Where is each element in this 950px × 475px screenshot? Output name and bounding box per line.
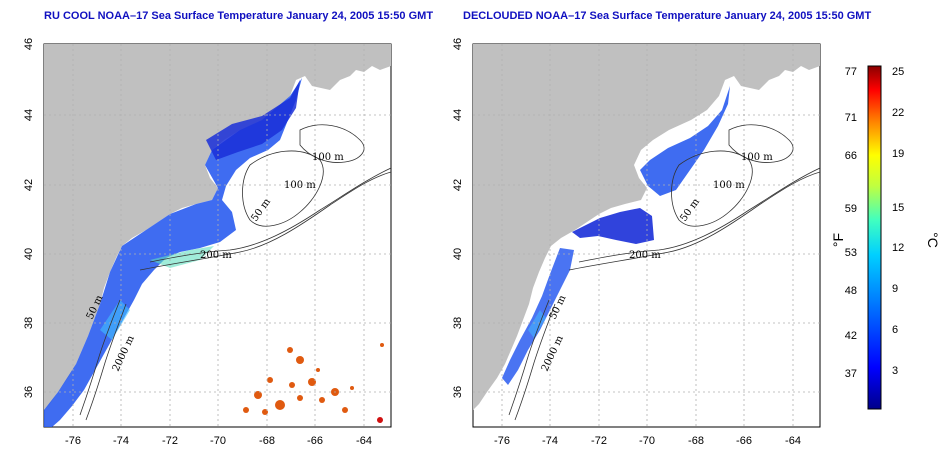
left-lat-44: 44 bbox=[23, 109, 35, 121]
right-lat-44: 44 bbox=[452, 109, 464, 121]
svg-text:37: 37 bbox=[845, 368, 857, 380]
svg-text:3: 3 bbox=[892, 365, 898, 377]
fahrenheit-unit-label: °F bbox=[830, 233, 846, 247]
left-lon-70: -70 bbox=[210, 435, 226, 447]
svg-text:9: 9 bbox=[892, 283, 898, 295]
right-map: 100 m 100 m 50 m 200 m 50 m 2000 m 46 44… bbox=[452, 38, 821, 447]
left-lat-40: 40 bbox=[23, 248, 35, 260]
left-lat-38: 38 bbox=[23, 317, 35, 329]
right-lon-70: -70 bbox=[639, 435, 655, 447]
svg-text:12: 12 bbox=[892, 242, 904, 254]
right-panel-title: DECLOUDED NOAA–17 Sea Surface Temperatur… bbox=[463, 10, 872, 22]
celsius-unit-label: °C bbox=[925, 232, 941, 248]
right-lat-ticks: 46 44 42 40 38 36 bbox=[452, 38, 464, 398]
right-lon-68: -68 bbox=[688, 435, 704, 447]
left-sst-coastal bbox=[44, 78, 302, 427]
left-lon-66: -66 bbox=[307, 435, 323, 447]
svg-text:25: 25 bbox=[892, 66, 904, 78]
left-contour-label-100a: 100 m bbox=[312, 152, 344, 163]
left-grid bbox=[44, 44, 391, 427]
left-contour-label-100b: 100 m bbox=[284, 180, 316, 191]
left-lat-ticks: 46 44 42 40 38 36 bbox=[23, 38, 35, 398]
right-lon-ticks: -76 -74 -72 -70 -68 -66 -64 bbox=[494, 435, 801, 447]
colorbar: 77 71 66 59 53 48 42 37 25 22 19 15 12 9… bbox=[830, 65, 941, 410]
right-grid bbox=[473, 44, 820, 427]
svg-text:59: 59 bbox=[845, 203, 857, 215]
right-lon-76: -76 bbox=[494, 435, 510, 447]
right-sst-north bbox=[640, 86, 730, 196]
right-lon-72: -72 bbox=[591, 435, 607, 447]
colorbar-celsius-ticks: 25 22 19 15 12 9 6 3 bbox=[892, 66, 904, 377]
right-sst-mid bbox=[572, 208, 654, 244]
colorbar-gradient bbox=[867, 65, 882, 410]
right-lat-40: 40 bbox=[452, 248, 464, 260]
left-lon-68: -68 bbox=[259, 435, 275, 447]
left-land bbox=[44, 44, 391, 410]
right-lat-36: 36 bbox=[452, 386, 464, 398]
right-contour-label-100a: 100 m bbox=[741, 152, 773, 163]
right-lon-64: -64 bbox=[785, 435, 801, 447]
right-lon-66: -66 bbox=[736, 435, 752, 447]
left-lon-64: -64 bbox=[356, 435, 372, 447]
svg-text:48: 48 bbox=[845, 285, 857, 297]
svg-text:19: 19 bbox=[892, 148, 904, 160]
right-contour-label-200: 200 m bbox=[629, 250, 661, 261]
right-contour-label-100b: 100 m bbox=[713, 180, 745, 191]
svg-text:22: 22 bbox=[892, 107, 904, 119]
left-lat-36: 36 bbox=[23, 386, 35, 398]
left-lat-46: 46 bbox=[23, 38, 35, 50]
left-contours bbox=[79, 124, 391, 421]
colorbar-fahrenheit-ticks: 77 71 66 59 53 48 42 37 bbox=[845, 66, 857, 380]
left-panel-title: RU COOL NOAA–17 Sea Surface Temperature … bbox=[44, 10, 434, 22]
left-lon-76: -76 bbox=[65, 435, 81, 447]
left-warm-pixels bbox=[243, 343, 384, 423]
left-lon-ticks: -76 -74 -72 -70 -68 -66 -64 bbox=[65, 435, 372, 447]
right-lat-46: 46 bbox=[452, 38, 464, 50]
left-lat-42: 42 bbox=[23, 179, 35, 191]
right-land bbox=[473, 44, 820, 410]
left-contour-label-200: 200 m bbox=[200, 250, 232, 261]
left-lon-74: -74 bbox=[113, 435, 129, 447]
right-lon-74: -74 bbox=[542, 435, 558, 447]
svg-text:42: 42 bbox=[845, 330, 857, 342]
svg-text:15: 15 bbox=[892, 202, 904, 214]
svg-text:53: 53 bbox=[845, 247, 857, 259]
svg-text:6: 6 bbox=[892, 324, 898, 336]
left-map: 100 m 100 m 50 m 200 m 50 m 2000 m 46 44… bbox=[23, 38, 392, 447]
left-lon-72: -72 bbox=[162, 435, 178, 447]
svg-text:77: 77 bbox=[845, 66, 857, 78]
svg-text:71: 71 bbox=[845, 112, 857, 124]
svg-text:66: 66 bbox=[845, 150, 857, 162]
right-lat-42: 42 bbox=[452, 179, 464, 191]
right-contours bbox=[508, 124, 820, 421]
right-lat-38: 38 bbox=[452, 317, 464, 329]
